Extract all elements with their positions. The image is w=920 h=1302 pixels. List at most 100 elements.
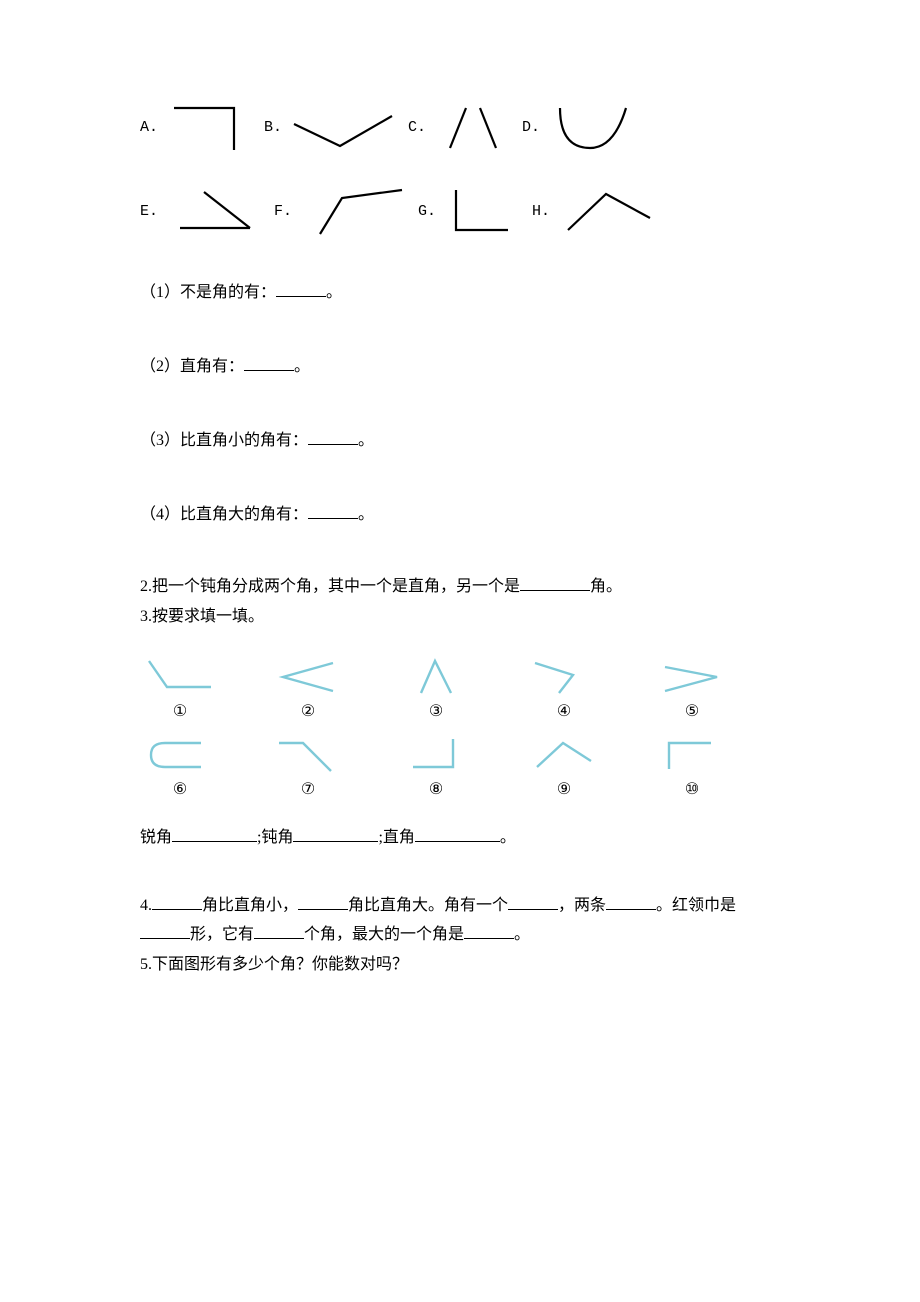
shape-right-angle-bottom bbox=[401, 735, 471, 775]
fig-label: C. bbox=[408, 119, 426, 136]
blank[interactable] bbox=[276, 280, 326, 297]
q3-row-2: ⑥ ⑦ ⑧ ⑨ ⑩ bbox=[140, 735, 780, 799]
circled-number: ⑧ bbox=[429, 779, 443, 799]
fig-A: A. bbox=[140, 100, 254, 154]
shape-curve-u bbox=[546, 100, 636, 154]
shape-acute-up-narrow bbox=[401, 657, 471, 697]
q1-sub-2: （2）直角有： 。 bbox=[140, 352, 780, 376]
q3-fig-6: ⑥ bbox=[140, 735, 220, 799]
fig-E: E. bbox=[140, 184, 264, 238]
blank[interactable] bbox=[152, 893, 202, 910]
q4-t5: 。红领巾是 bbox=[656, 897, 736, 914]
q1-figure-row-2: E. F. G. H. bbox=[140, 184, 780, 238]
fig-label: F. bbox=[274, 203, 292, 220]
blank[interactable] bbox=[308, 428, 358, 445]
blank[interactable] bbox=[606, 893, 656, 910]
q3-fig-1: ① bbox=[140, 657, 220, 721]
q3-fig-4: ④ bbox=[524, 657, 604, 721]
shape-acute-right-open bbox=[657, 657, 727, 697]
shape-two-separate-lines bbox=[432, 100, 512, 154]
q3-fig-7: ⑦ bbox=[268, 735, 348, 799]
q3-ans-b: ;钝角 bbox=[257, 829, 293, 846]
q3-title: 3.按要求填一填。 bbox=[140, 604, 780, 630]
q3-fig-10: ⑩ bbox=[652, 735, 732, 799]
q2-q3-header: 2.把一个钝角分成两个角，其中一个是直角，另一个是 角。 3.按要求填一填。 bbox=[140, 574, 780, 629]
q2-prefix: 2.把一个钝角分成两个角，其中一个是直角，另一个是 bbox=[140, 578, 520, 595]
circled-number: ⑨ bbox=[557, 779, 571, 799]
q1-sub-1: （1）不是角的有： 。 bbox=[140, 278, 780, 302]
worksheet-page: A. B. C. D. E. bbox=[0, 0, 920, 1022]
fig-label: E. bbox=[140, 203, 158, 220]
blank[interactable] bbox=[254, 922, 304, 939]
blank[interactable] bbox=[308, 502, 358, 519]
blank[interactable] bbox=[298, 893, 348, 910]
shape-curve-c bbox=[145, 735, 215, 775]
blank[interactable] bbox=[244, 354, 294, 371]
q1-sub-4: （4）比直角大的角有：。 bbox=[140, 500, 780, 524]
q2-suffix: 角。 bbox=[590, 578, 622, 595]
q3-ans-a: 锐角 bbox=[140, 829, 172, 846]
fig-label: A. bbox=[140, 119, 158, 136]
circled-number: ⑩ bbox=[685, 779, 699, 799]
circled-number: ④ bbox=[557, 701, 571, 721]
q4-t3: 角比直角大。角有一个 bbox=[348, 897, 508, 914]
q3-fig-2: ② bbox=[268, 657, 348, 721]
blank[interactable] bbox=[415, 825, 500, 842]
fig-F: F. bbox=[274, 184, 408, 238]
q4-line-2: 形，它有 个角，最大的一个角是 。 bbox=[140, 922, 780, 948]
blank[interactable] bbox=[172, 825, 257, 842]
q2-line: 2.把一个钝角分成两个角，其中一个是直角，另一个是 角。 bbox=[140, 574, 780, 600]
fig-label: B. bbox=[264, 119, 282, 136]
shape-right-angle-top-left bbox=[657, 735, 727, 775]
blank[interactable] bbox=[464, 922, 514, 939]
shape-obtuse-right bbox=[529, 657, 599, 697]
q1-sub-3: （3）比直角小的角有： 。 bbox=[140, 426, 780, 450]
q4-t6: 形，它有 bbox=[190, 926, 254, 943]
q3-fig-5: ⑤ bbox=[652, 657, 732, 721]
shape-obtuse-up bbox=[298, 184, 408, 238]
q4-block: 4. 角比直角小， 角比直角大。角有一个 ，两条 。红领巾是 形，它有 个角，最大的一个角… bbox=[140, 893, 780, 978]
shape-obtuse-slash bbox=[273, 735, 343, 775]
shape-obtuse-down-left bbox=[145, 657, 215, 697]
q4-t1: 4. bbox=[140, 897, 152, 914]
q3-fig-9: ⑨ bbox=[524, 735, 604, 799]
q5-line: 5.下面图形有多少个角？你能数对吗？ bbox=[140, 952, 780, 978]
period: 。 bbox=[294, 358, 310, 375]
q4-t4: ，两条 bbox=[558, 897, 606, 914]
q3-row-1: ① ② ③ ④ ⑤ bbox=[140, 657, 780, 721]
shape-caret bbox=[556, 184, 656, 238]
circled-number: ⑦ bbox=[301, 779, 315, 799]
q1-s2-text: （2）直角有： bbox=[140, 358, 244, 375]
shape-right-angle-top bbox=[164, 100, 254, 154]
circled-number: ⑤ bbox=[685, 701, 699, 721]
fig-label: H. bbox=[532, 203, 550, 220]
blank[interactable] bbox=[520, 574, 590, 591]
blank[interactable] bbox=[140, 922, 190, 939]
q4-t2: 角比直角小， bbox=[202, 897, 298, 914]
period: 。 bbox=[326, 284, 342, 301]
fig-H: H. bbox=[532, 184, 656, 238]
blank[interactable] bbox=[293, 825, 378, 842]
fig-label: D. bbox=[522, 119, 540, 136]
circled-number: ③ bbox=[429, 701, 443, 721]
q1-s1-text: （1）不是角的有： bbox=[140, 284, 276, 301]
shape-right-angle-L bbox=[442, 184, 522, 238]
q3-fig-3: ③ bbox=[396, 657, 476, 721]
q1-s4-text: （4）比直角大的角有： bbox=[140, 506, 308, 523]
fig-D: D. bbox=[522, 100, 636, 154]
fig-B: B. bbox=[264, 100, 398, 154]
period: 。 bbox=[358, 432, 374, 449]
blank[interactable] bbox=[508, 893, 558, 910]
circled-number: ① bbox=[173, 701, 187, 721]
circled-number: ② bbox=[301, 701, 315, 721]
shape-acute-right bbox=[164, 184, 264, 238]
q3-answer-line: 锐角;钝角;直角。 bbox=[140, 825, 780, 851]
q4-t8: 。 bbox=[514, 926, 530, 943]
fig-label: G. bbox=[418, 203, 436, 220]
q4-t7: 个角，最大的一个角是 bbox=[304, 926, 464, 943]
q1-s3-text: （3）比直角小的角有： bbox=[140, 432, 308, 449]
fig-C: C. bbox=[408, 100, 512, 154]
shape-obtuse-v bbox=[288, 100, 398, 154]
fig-G: G. bbox=[418, 184, 522, 238]
q4-line-1: 4. 角比直角小， 角比直角大。角有一个 ，两条 。红领巾是 bbox=[140, 893, 780, 919]
